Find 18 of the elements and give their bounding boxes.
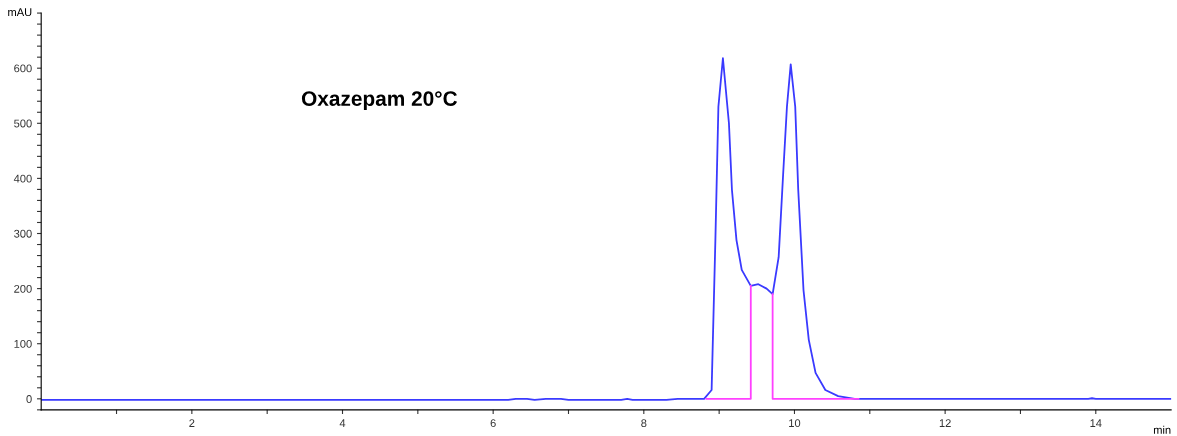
x-tick-label: 2 <box>189 419 195 427</box>
y-tick-label: 600 <box>14 64 32 73</box>
x-tick-label: 4 <box>339 419 346 427</box>
x-axis-title: min <box>1153 425 1171 434</box>
y-tick-label: 0 <box>26 395 32 403</box>
y-tick-label: 500 <box>14 119 32 128</box>
annotation: Oxazepam 20°C <box>301 91 458 111</box>
line-series <box>41 57 1172 401</box>
x-tick-label: 14 <box>1090 419 1102 427</box>
y-tick-label: 100 <box>14 339 32 348</box>
x-tick-label: 10 <box>789 419 801 428</box>
x-tick-label: 8 <box>641 419 647 428</box>
y-tick-label: 400 <box>13 174 32 183</box>
y-tick-label: 300 <box>14 229 32 238</box>
x-tick-label: 12 <box>939 419 951 427</box>
y-axis-title: mAU <box>8 8 32 17</box>
y-tick-label: 200 <box>14 284 32 293</box>
x-tick-label: 6 <box>490 419 496 428</box>
